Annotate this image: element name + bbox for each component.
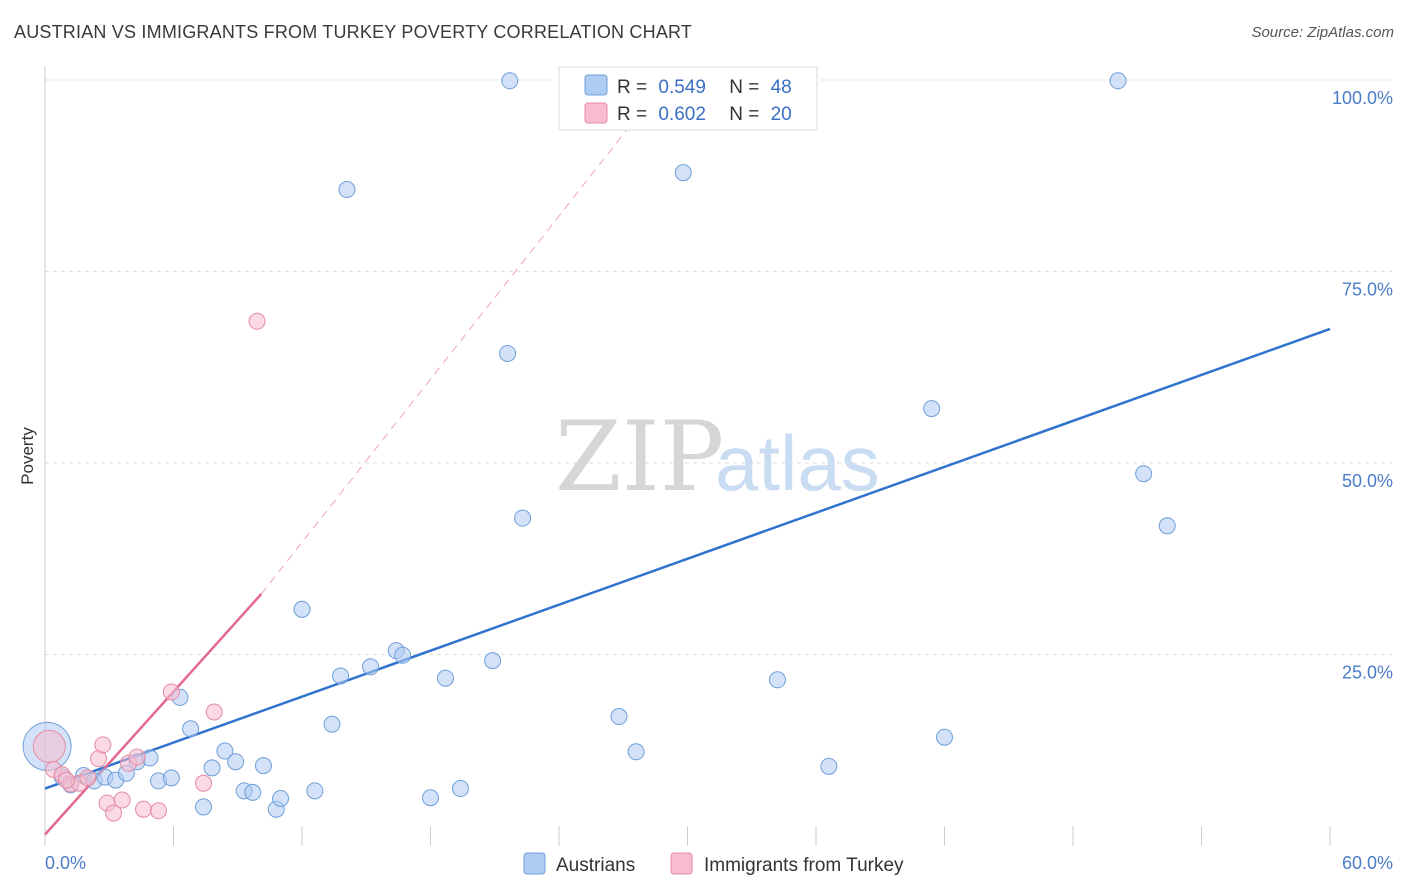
legend-swatch-turkey xyxy=(584,102,608,124)
point-austrians xyxy=(332,667,350,685)
point-austrians xyxy=(194,798,212,816)
trend-line-turkey xyxy=(44,593,263,836)
series-legend-swatch-austrians xyxy=(523,852,546,875)
watermark-atlas: atlas xyxy=(715,419,880,507)
point-austrians xyxy=(362,658,380,676)
point-austrians xyxy=(610,708,628,726)
point-austrians xyxy=(936,728,953,746)
point-austrians xyxy=(514,509,532,527)
point-austrians xyxy=(216,742,234,760)
point-austrians xyxy=(820,757,838,775)
svg-text:R = 0.602 N =: R = 0.602 N = 20 xyxy=(617,104,792,125)
point-austrians xyxy=(162,769,180,787)
point-turkey xyxy=(105,804,123,822)
y-tick-label: 75.0% xyxy=(1342,280,1393,300)
y-tick-label: 25.0% xyxy=(1342,663,1393,683)
point-austrians xyxy=(923,400,941,418)
point-turkey xyxy=(113,791,131,809)
y-tick-label: 100.0% xyxy=(1332,88,1393,108)
point-turkey xyxy=(194,774,212,792)
x-tick-label: 60.0% xyxy=(1342,853,1393,873)
point-austrians xyxy=(1135,465,1153,483)
legend-r-turkey: 0.602 xyxy=(658,104,706,125)
point-turkey xyxy=(57,771,75,789)
point-austrians xyxy=(674,164,692,182)
point-austrians xyxy=(254,757,272,775)
legend-n-austrians: 48 xyxy=(771,77,792,98)
point-austrians xyxy=(182,720,200,738)
point-austrians xyxy=(244,783,262,801)
chart-title: AUSTRIAN VS IMMIGRANTS FROM TURKEY POVER… xyxy=(14,22,693,42)
point-turkey xyxy=(128,748,146,766)
point-austrians xyxy=(768,671,786,689)
point-austrians xyxy=(484,652,502,670)
point-turkey xyxy=(205,703,223,721)
y-tick-label: 50.0% xyxy=(1342,471,1393,491)
point-turkey xyxy=(150,802,168,820)
point-austrians xyxy=(422,789,439,807)
point-austrians xyxy=(203,759,221,777)
point-turkey xyxy=(248,312,266,330)
legend-r-austrians: 0.549 xyxy=(658,77,706,98)
trend-lines xyxy=(44,79,1331,836)
point-austrians xyxy=(501,72,519,90)
point-turkey xyxy=(79,769,97,787)
point-austrians xyxy=(1109,72,1127,90)
watermark: ZIP atlas xyxy=(555,401,880,513)
tick-labels: 25.0% 50.0% 75.0% 100.0% 0.0% 60.0% xyxy=(45,88,1393,873)
point-austrians xyxy=(338,181,356,199)
point-austrians xyxy=(627,743,645,761)
point-austrians xyxy=(293,600,311,618)
series-legend-turkey: Immigrants from Turkey xyxy=(704,855,904,876)
legend-n-turkey: 20 xyxy=(771,104,792,125)
point-austrians xyxy=(394,646,412,664)
data-points xyxy=(22,72,1176,822)
point-austrians xyxy=(272,790,290,808)
gridlines xyxy=(45,79,1392,655)
legend-r-label: R = xyxy=(617,104,647,125)
series-legend: Austrians Immigrants from Turkey xyxy=(523,852,904,876)
series-legend-austrians: Austrians xyxy=(556,855,635,876)
svg-text:R = 0.549 N =: R = 0.549 N = 48 xyxy=(617,77,792,98)
trend-line-austrians xyxy=(44,327,1331,790)
point-turkey xyxy=(32,729,66,763)
point-austrians xyxy=(499,344,517,362)
point-austrians xyxy=(451,780,469,798)
watermark-zip: ZIP xyxy=(555,401,724,513)
x-tick-label: 0.0% xyxy=(45,853,86,873)
point-austrians xyxy=(306,782,324,800)
point-turkey xyxy=(135,800,153,818)
y-axis-label: Poverty xyxy=(18,427,37,485)
stats-legend: R = 0.549 N = 48 R = 0.602 N = 20 xyxy=(558,66,818,131)
point-austrians xyxy=(323,715,341,733)
legend-n-label: N = xyxy=(729,77,759,98)
legend-r-label: R = xyxy=(617,77,647,98)
point-austrians xyxy=(436,669,454,687)
legend-n-label: N = xyxy=(729,104,759,125)
axes xyxy=(44,66,1331,846)
point-turkey xyxy=(94,736,112,754)
trend-line-turkey xyxy=(260,79,667,595)
source-label: Source: ZipAtlas.com xyxy=(1251,24,1394,41)
series-legend-swatch-turkey xyxy=(670,852,693,875)
point-austrians xyxy=(1158,517,1176,535)
point-turkey xyxy=(162,683,180,701)
legend-swatch-austrians xyxy=(584,74,608,96)
point-austrians xyxy=(227,753,245,771)
